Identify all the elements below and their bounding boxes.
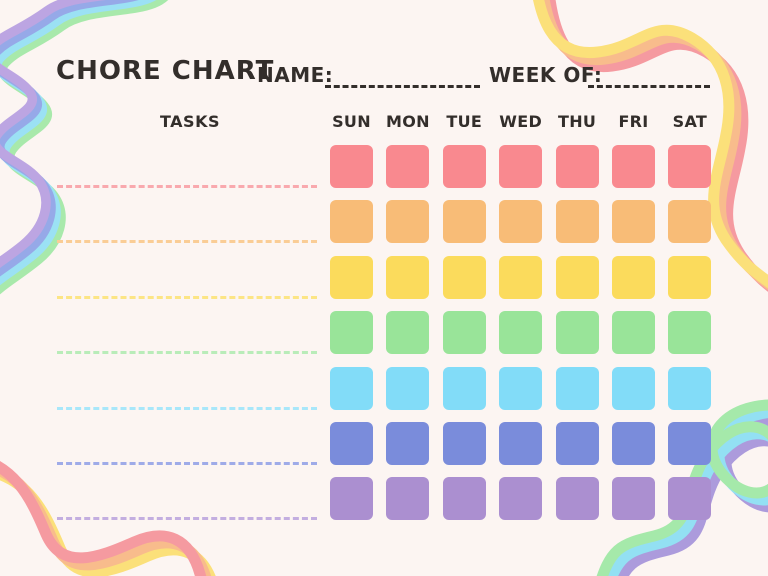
chore-cell-red-fri[interactable]: [612, 145, 655, 188]
page-title: CHORE CHART: [56, 56, 275, 86]
chore-cell-green-mon[interactable]: [386, 311, 430, 355]
chore-cell-red-wed[interactable]: [499, 145, 543, 188]
chore-cell-blue-fri[interactable]: [612, 422, 655, 465]
name-label: NAME:: [257, 63, 334, 87]
chore-cell-cyan-mon[interactable]: [386, 366, 430, 410]
task-input-line-purple[interactable]: [57, 517, 317, 521]
chore-cell-green-tue[interactable]: [442, 311, 486, 355]
day-header-sun: SUN: [332, 112, 371, 131]
chore-cell-green-wed[interactable]: [499, 311, 543, 355]
day-header-tue: TUE: [446, 112, 483, 131]
rainbow-ribbon-bottom-left: [0, 460, 216, 576]
chore-cell-purple-thu[interactable]: [555, 477, 599, 521]
chore-cell-yellow-thu[interactable]: [555, 255, 599, 299]
task-input-line-blue[interactable]: [57, 462, 317, 465]
chore-cell-orange-sun[interactable]: [330, 200, 373, 244]
chore-cell-green-sun[interactable]: [330, 311, 373, 355]
chore-cell-blue-wed[interactable]: [499, 422, 543, 465]
chore-cell-purple-sat[interactable]: [668, 477, 712, 521]
chore-cell-purple-wed[interactable]: [499, 477, 543, 521]
task-input-line-orange[interactable]: [57, 240, 317, 244]
week-of-input-line[interactable]: [588, 62, 710, 88]
day-header-sat: SAT: [672, 112, 708, 131]
chore-cell-yellow-fri[interactable]: [612, 255, 655, 299]
chore-cell-purple-sun[interactable]: [330, 477, 373, 521]
chore-cell-blue-sun[interactable]: [330, 422, 373, 465]
chore-cell-purple-tue[interactable]: [442, 477, 486, 521]
day-header-wed: WED: [499, 112, 543, 131]
chore-cell-green-sat[interactable]: [668, 311, 712, 355]
rainbow-ribbon-top-left: [0, 0, 169, 295]
name-input-line[interactable]: [325, 62, 480, 88]
chore-cell-orange-sat[interactable]: [668, 200, 712, 244]
task-input-line-green[interactable]: [57, 351, 317, 355]
chore-cell-cyan-tue[interactable]: [442, 366, 486, 410]
chore-cell-orange-fri[interactable]: [612, 200, 655, 244]
task-input-line-cyan[interactable]: [57, 406, 317, 410]
chore-cell-purple-fri[interactable]: [612, 477, 655, 521]
chore-cell-blue-sat[interactable]: [668, 422, 712, 465]
chore-cell-purple-mon[interactable]: [386, 477, 430, 521]
task-input-line-yellow[interactable]: [57, 295, 317, 299]
chore-cell-yellow-sat[interactable]: [668, 255, 712, 299]
tasks-column-header: TASKS: [160, 112, 220, 131]
chore-cell-yellow-sun[interactable]: [330, 255, 373, 299]
chore-cell-yellow-wed[interactable]: [499, 255, 543, 299]
chore-cell-blue-tue[interactable]: [442, 422, 486, 465]
chore-cell-orange-wed[interactable]: [499, 200, 543, 244]
chore-cell-yellow-mon[interactable]: [386, 255, 430, 299]
chore-cell-green-thu[interactable]: [555, 311, 599, 355]
chore-cell-cyan-fri[interactable]: [612, 366, 655, 410]
task-input-line-red[interactable]: [57, 185, 317, 188]
chore-cell-orange-tue[interactable]: [442, 200, 486, 244]
chore-cell-blue-thu[interactable]: [555, 422, 599, 465]
chore-cell-red-tue[interactable]: [442, 145, 486, 188]
chore-cell-cyan-wed[interactable]: [499, 366, 543, 410]
day-header-fri: FRI: [618, 112, 649, 131]
chore-cell-green-fri[interactable]: [612, 311, 655, 355]
day-header-thu: THU: [557, 112, 597, 131]
chore-cell-red-sat[interactable]: [668, 145, 712, 188]
chore-cell-cyan-sat[interactable]: [668, 366, 712, 410]
chore-cell-red-sun[interactable]: [330, 145, 373, 188]
chore-cell-orange-thu[interactable]: [555, 200, 599, 244]
chore-cell-red-thu[interactable]: [555, 145, 599, 188]
week-of-label: WEEK OF:: [489, 63, 603, 87]
day-header-mon: MON: [385, 112, 430, 131]
chore-cell-yellow-tue[interactable]: [442, 255, 486, 299]
chore-cell-cyan-thu[interactable]: [555, 366, 599, 410]
chore-cell-cyan-sun[interactable]: [330, 366, 373, 410]
chore-cell-red-mon[interactable]: [386, 145, 430, 188]
chore-cell-orange-mon[interactable]: [386, 200, 430, 244]
chore-cell-blue-mon[interactable]: [386, 422, 430, 465]
